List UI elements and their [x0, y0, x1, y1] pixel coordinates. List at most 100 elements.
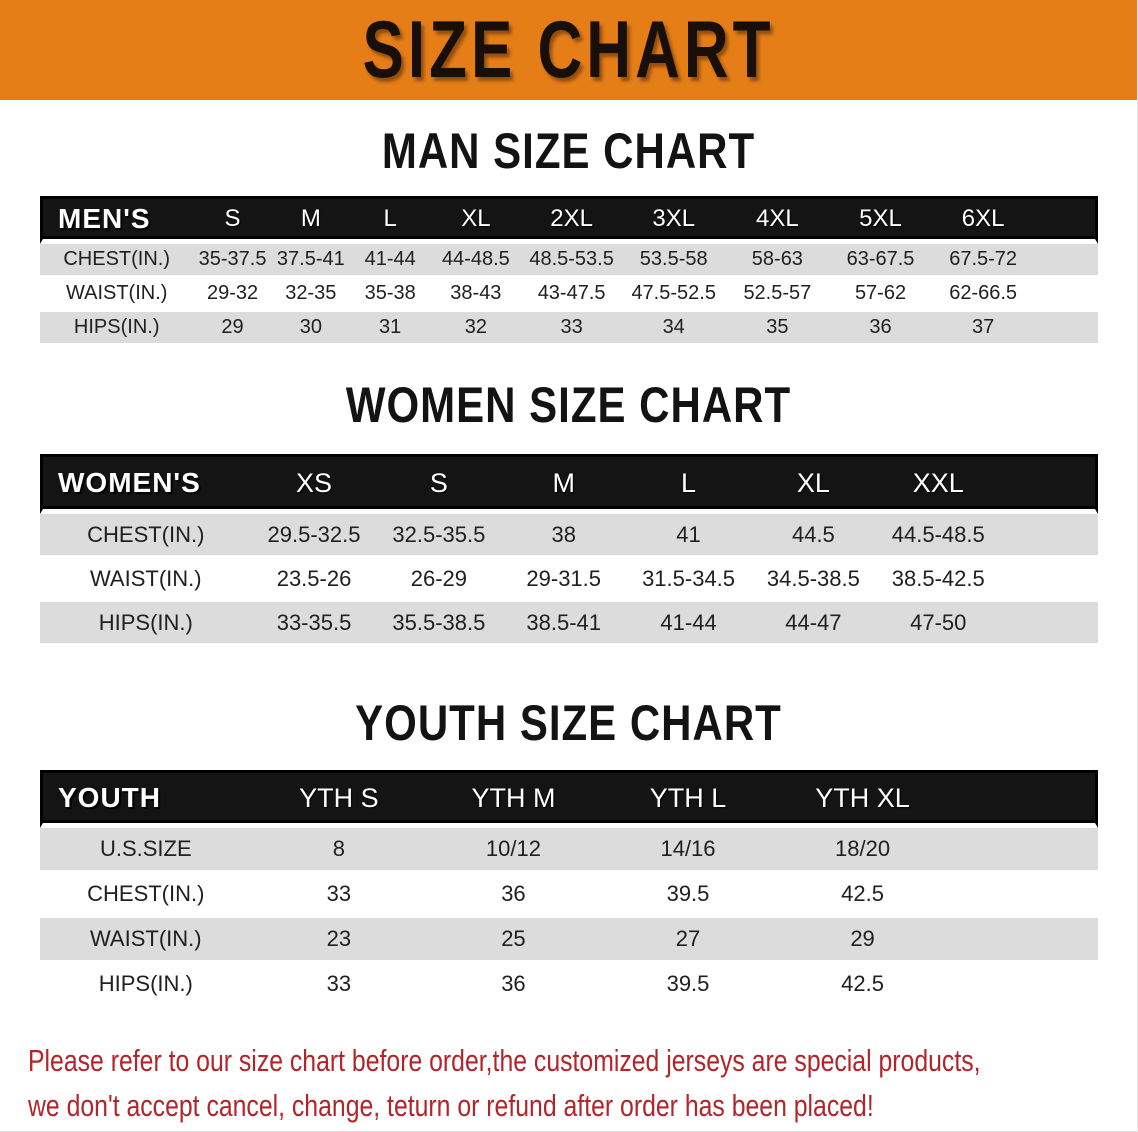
men-size-chart-section: MAN SIZE CHART MEN'S S M L XL 2XL 3XL 4XL 5XL 6XL… — [0, 122, 1137, 346]
table-row: CHEST(IN.) 33 36 39.5 42.5 — [40, 873, 1098, 918]
size-value-cell: 35-37.5 — [193, 244, 272, 278]
men-size-table: MEN'S S M L XL 2XL 3XL 4XL 5XL 6XL CHEST(IN.) 35-37… — [40, 196, 1098, 346]
size-value-cell: 30 — [271, 312, 350, 346]
size-value-cell: 14/16 — [600, 828, 776, 873]
row-label: WAIST(IN.) — [40, 918, 252, 963]
table-title-cell: WOMEN'S — [40, 454, 252, 514]
size-column-header: 3XL — [621, 196, 726, 244]
row-spacer-cell — [1034, 244, 1098, 278]
table-row: WAIST(IN.) 23.5-26 26-29 29-31.5 31.5-34.5 34… — [40, 558, 1098, 602]
row-spacer-cell — [949, 873, 1098, 918]
size-value-cell: 18/20 — [775, 828, 950, 873]
size-value-cell: 42.5 — [775, 963, 950, 1008]
table-title-cell: MEN'S — [40, 196, 194, 244]
row-label: WAIST(IN.) — [40, 278, 194, 312]
size-value-cell: 33 — [251, 873, 427, 918]
table-row: U.S.SIZE 8 10/12 14/16 18/20 — [40, 828, 1098, 873]
header-spacer-cell — [1034, 196, 1098, 244]
row-label: HIPS(IN.) — [40, 312, 194, 346]
row-label: CHEST(IN.) — [40, 514, 252, 558]
size-column-header: XL — [430, 196, 522, 244]
size-value-cell: 44.5-48.5 — [875, 514, 1001, 558]
page-title: SIZE CHART — [362, 5, 775, 95]
table-body: CHEST(IN.) 35-37.5 37.5-41 41-44 44-48.5 48.5… — [40, 244, 1098, 346]
table-body: U.S.SIZE 8 10/12 14/16 18/20 CHEST(IN.) 33 36 39… — [40, 828, 1098, 1008]
table-body: CHEST(IN.) 29.5-32.5 32.5-35.5 38 41 44.5 44.5… — [40, 514, 1098, 646]
table-header: MEN'S S M L XL 2XL 3XL 4XL 5XL 6XL — [40, 196, 1098, 244]
size-value-cell: 36 — [426, 963, 601, 1008]
table-row: HIPS(IN.) 33 36 39.5 42.5 — [40, 963, 1098, 1008]
table-row: WAIST(IN.) 23 25 27 29 — [40, 918, 1098, 963]
size-value-cell: 57-62 — [829, 278, 932, 312]
size-value-cell: 37 — [931, 312, 1035, 346]
size-value-cell: 42.5 — [775, 873, 950, 918]
size-value-cell: 52.5-57 — [725, 278, 830, 312]
size-column-header: M — [501, 454, 627, 514]
size-column-header: 4XL — [725, 196, 830, 244]
size-value-cell: 8 — [251, 828, 427, 873]
size-value-cell: 53.5-58 — [621, 244, 726, 278]
size-value-cell: 36 — [829, 312, 932, 346]
size-value-cell: 67.5-72 — [931, 244, 1035, 278]
size-value-cell: 34.5-38.5 — [750, 558, 876, 602]
row-spacer-cell — [949, 918, 1098, 963]
size-value-cell: 58-63 — [725, 244, 830, 278]
size-column-header: XXL — [875, 454, 1001, 514]
table-row: CHEST(IN.) 29.5-32.5 32.5-35.5 38 41 44.5 44.5… — [40, 514, 1098, 558]
table-title-cell: YOUTH — [40, 770, 252, 828]
row-label: U.S.SIZE — [40, 828, 252, 873]
youth-chart-heading: YOUTH SIZE CHART — [355, 694, 782, 751]
youth-size-chart-section: YOUTH SIZE CHART YOUTH YTH S YTH M YTH L YTH… — [0, 694, 1137, 1008]
row-spacer-cell — [949, 963, 1098, 1008]
row-label: HIPS(IN.) — [40, 602, 252, 646]
size-value-cell: 38 — [501, 514, 627, 558]
youth-size-table: YOUTH YTH S YTH M YTH L YTH XL U.S.SIZE 8 10/12… — [40, 770, 1098, 1008]
size-column-header: YTH XL — [775, 770, 950, 828]
banner: SIZE CHART — [0, 0, 1137, 100]
table-header: WOMEN'S XS S M L XL XXL — [40, 454, 1098, 514]
size-value-cell: 32 — [430, 312, 522, 346]
disclaimer: Please refer to our size chart before or… — [0, 1038, 1137, 1128]
row-spacer-cell — [1034, 312, 1098, 346]
size-value-cell: 33 — [521, 312, 622, 346]
size-value-cell: 35.5-38.5 — [376, 602, 502, 646]
size-column-header: YTH L — [600, 770, 776, 828]
disclaimer-line-1: Please refer to our size chart before or… — [28, 1043, 981, 1078]
header-spacer-cell — [1000, 454, 1098, 514]
table-header: YOUTH YTH S YTH M YTH L YTH XL — [40, 770, 1098, 828]
size-value-cell: 38-43 — [430, 278, 522, 312]
row-spacer-cell — [1000, 514, 1098, 558]
row-spacer-cell — [1034, 278, 1098, 312]
size-value-cell: 29.5-32.5 — [251, 514, 377, 558]
size-value-cell: 10/12 — [426, 828, 601, 873]
size-value-cell: 39.5 — [600, 873, 776, 918]
table-row: WAIST(IN.) 29-32 32-35 35-38 38-43 43-47.5 47.… — [40, 278, 1098, 312]
size-value-cell: 47.5-52.5 — [621, 278, 726, 312]
row-label: CHEST(IN.) — [40, 873, 252, 918]
disclaimer-line-2: we don't accept cancel, change, teturn o… — [28, 1088, 874, 1123]
size-column-header: 5XL — [829, 196, 932, 244]
size-column-header: XS — [251, 454, 377, 514]
size-value-cell: 44-48.5 — [430, 244, 522, 278]
women-size-table: WOMEN'S XS S M L XL XXL CHEST(IN.) 29.5-32.5 32.5… — [40, 454, 1098, 646]
size-column-header: S — [193, 196, 272, 244]
size-value-cell: 36 — [426, 873, 601, 918]
size-value-cell: 43-47.5 — [521, 278, 622, 312]
size-value-cell: 35-38 — [349, 278, 431, 312]
header-row: MEN'S S M L XL 2XL 3XL 4XL 5XL 6XL — [40, 196, 1098, 244]
row-label: CHEST(IN.) — [40, 244, 194, 278]
size-column-header: XL — [750, 454, 876, 514]
size-value-cell: 23 — [251, 918, 427, 963]
table-row: HIPS(IN.) 29 30 31 32 33 34 35 36 37 — [40, 312, 1098, 346]
size-value-cell: 32-35 — [271, 278, 350, 312]
size-column-header: YTH S — [251, 770, 427, 828]
header-spacer-cell — [949, 770, 1098, 828]
size-column-header: M — [271, 196, 350, 244]
table-row: CHEST(IN.) 35-37.5 37.5-41 41-44 44-48.5 48.5… — [40, 244, 1098, 278]
size-column-header: YTH M — [426, 770, 601, 828]
size-value-cell: 41-44 — [349, 244, 431, 278]
row-label: HIPS(IN.) — [40, 963, 252, 1008]
size-value-cell: 25 — [426, 918, 601, 963]
size-value-cell: 26-29 — [376, 558, 502, 602]
header-row: YOUTH YTH S YTH M YTH L YTH XL — [40, 770, 1098, 828]
